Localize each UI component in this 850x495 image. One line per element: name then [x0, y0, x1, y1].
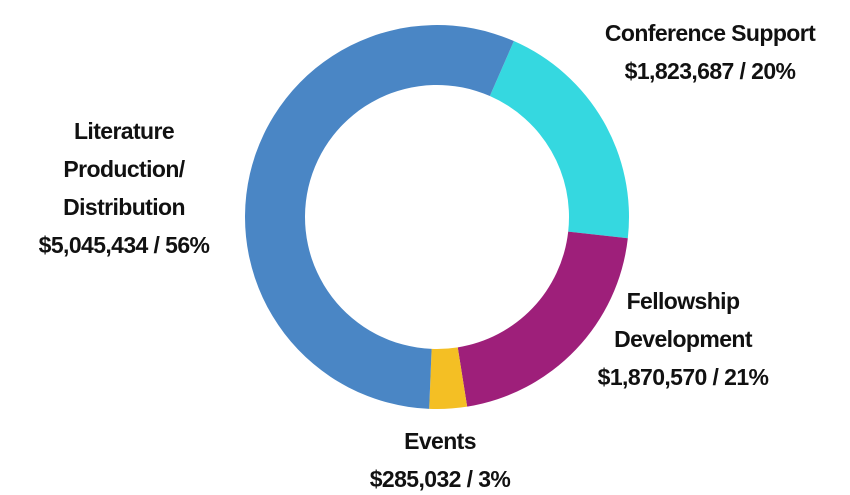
donut-slice [457, 231, 628, 407]
value-label: $5,045,434 / 56% [38, 232, 210, 258]
value-label: $1,870,570 / 21% [597, 364, 769, 390]
category-name: Literature Production/ Distribution [63, 118, 185, 220]
slice-label: Fellowship Development $1,870,570 / 21% [588, 282, 778, 396]
category-name: Conference Support [604, 20, 816, 46]
value-label: $1,823,687 / 20% [624, 58, 796, 84]
donut-slice [429, 347, 468, 410]
category-name: Events [404, 428, 476, 454]
slice-label: Events $285,032 / 3% [330, 422, 550, 495]
value-label: $285,032 / 3% [369, 466, 511, 492]
donut-slice [245, 25, 514, 409]
slice-label: Conference Support $1,823,687 / 20% [580, 14, 840, 90]
category-name: Fellowship Development [614, 288, 752, 352]
slice-label: Literature Production/ Distribution $5,04… [39, 112, 210, 264]
donut-slice [489, 41, 630, 239]
